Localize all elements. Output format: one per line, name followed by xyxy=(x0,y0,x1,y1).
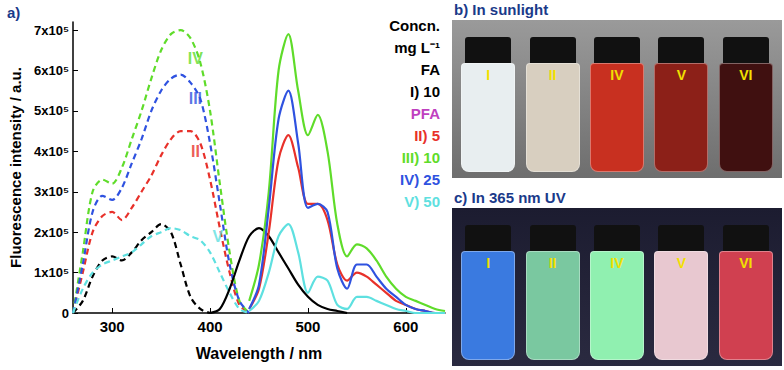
svg-text:II: II xyxy=(191,143,200,160)
svg-text:V) 50: V) 50 xyxy=(404,193,440,210)
svg-text:4x10⁵: 4x10⁵ xyxy=(34,144,69,159)
svg-text:III: III xyxy=(189,90,202,107)
svg-text:Fluorescence intensity / a.u.: Fluorescence intensity / a.u. xyxy=(7,67,24,268)
svg-text:5x10⁵: 5x10⁵ xyxy=(34,103,69,118)
html-text:VI: VI xyxy=(739,255,753,271)
html-text:c) In 365 nm UV: c) In 365 nm UV xyxy=(454,189,566,206)
svg-text:2x10⁵: 2x10⁵ xyxy=(34,225,69,240)
svg-text:500: 500 xyxy=(295,318,320,335)
svg-text:400: 400 xyxy=(198,318,223,335)
html-text:IV: IV xyxy=(610,255,624,271)
html-text:I: I xyxy=(486,255,491,271)
svg-text:IV) 25: IV) 25 xyxy=(400,171,440,188)
svg-text:FA: FA xyxy=(421,61,440,78)
svg-text:Concn.: Concn. xyxy=(389,17,440,34)
svg-text:III) 10: III) 10 xyxy=(402,149,440,166)
html-text:V: V xyxy=(676,67,686,83)
html-text:I: I xyxy=(486,67,491,83)
svg-text:Wavelength / nm: Wavelength / nm xyxy=(196,345,323,362)
html-text:II: II xyxy=(548,255,557,271)
svg-text:300: 300 xyxy=(100,318,125,335)
svg-text:3x10⁵: 3x10⁵ xyxy=(34,184,69,199)
svg-text:a): a) xyxy=(7,4,20,21)
svg-text:II) 5: II) 5 xyxy=(414,127,440,144)
svg-text:7x10⁵: 7x10⁵ xyxy=(34,23,69,38)
html-text:VI: VI xyxy=(739,67,753,83)
svg-text:mg L⁻¹: mg L⁻¹ xyxy=(394,39,440,56)
html-text:V: V xyxy=(676,255,686,271)
svg-text:6x10⁵: 6x10⁵ xyxy=(34,63,69,78)
svg-text:PFA: PFA xyxy=(411,105,440,122)
html-text:b) In sunlight: b) In sunlight xyxy=(454,1,549,18)
html-text:II: II xyxy=(548,67,557,83)
svg-text:IV: IV xyxy=(188,50,203,67)
svg-text:V: V xyxy=(213,228,224,245)
svg-text:0: 0 xyxy=(62,306,69,321)
svg-text:1x10⁵: 1x10⁵ xyxy=(34,265,69,280)
svg-text:600: 600 xyxy=(393,318,418,335)
html-text:IV: IV xyxy=(610,67,624,83)
svg-text:I) 10: I) 10 xyxy=(410,83,440,100)
